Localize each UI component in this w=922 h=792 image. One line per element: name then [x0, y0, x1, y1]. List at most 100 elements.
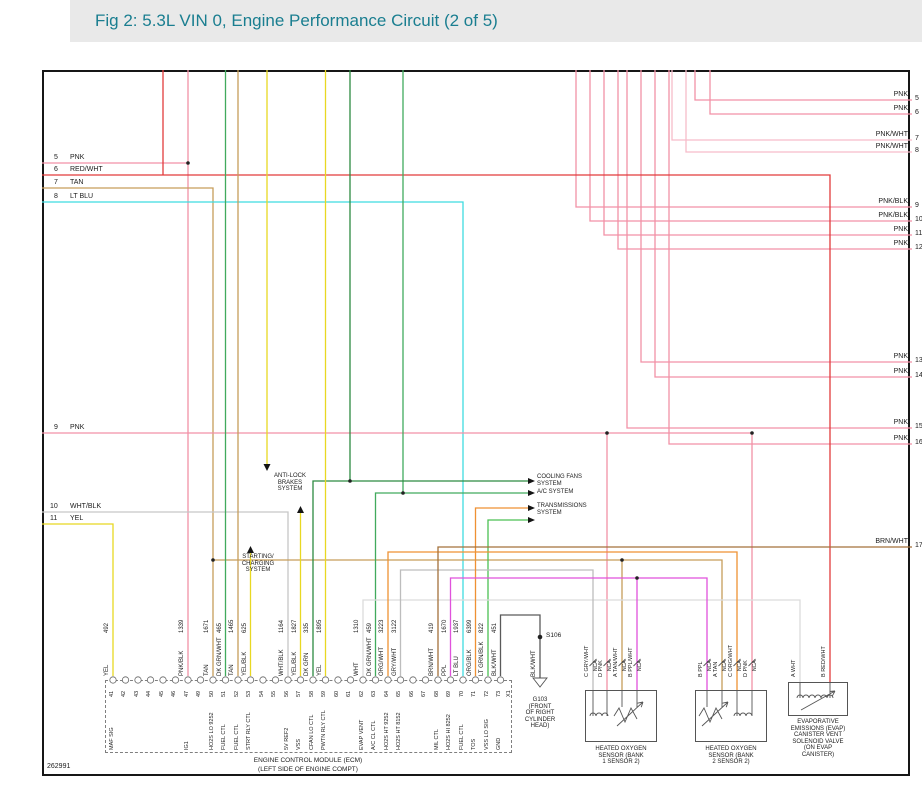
right-wire-label: PNK	[893, 353, 908, 360]
left-wire-label: LT BLU	[70, 193, 94, 200]
ecm-pin-wire-color: WHT	[354, 662, 360, 676]
right-wire-number: 16	[915, 439, 922, 446]
ecm-pin-number: 47	[183, 690, 190, 697]
ecm-pin-function: MIL CTL	[433, 729, 440, 750]
ecm-pin-number: 67	[421, 690, 428, 697]
system-cooling-fans: COOLING FANS SYSTEM	[537, 474, 583, 487]
ecm-pin-wire-number: 822	[479, 622, 485, 633]
right-wire-number: 10	[915, 216, 922, 223]
ho2s-bank2-title: HEATED OXYGEN SENSOR (BANK 2 SENSOR 2)	[705, 746, 757, 766]
ecm-pin-function: HO2S HT 9252	[383, 712, 390, 750]
right-wire-label: PNK/BLK	[878, 198, 908, 205]
title-bar: Fig 2: 5.3L VIN 0, Engine Performance Ci…	[70, 0, 922, 42]
ecm-pin-wire-color: DK GRN	[304, 652, 310, 676]
component-pin-label: B PPL/WHT	[628, 647, 634, 677]
evap-solenoid-box	[788, 682, 848, 716]
ecm-pin-number: 66	[408, 690, 415, 697]
nca-label: NCA	[637, 660, 643, 671]
right-wire-number: 17	[915, 542, 922, 549]
ecm-pin-function: CFAN LO CTL	[308, 714, 315, 750]
right-wire-label: PNK	[893, 435, 908, 442]
ecm-pin-function: VSS	[296, 738, 303, 750]
system-abs: ANTI-LOCK BRAKES SYSTEM	[273, 473, 306, 493]
component-pin-label: A TAN/WHT	[613, 647, 619, 677]
ecm-pin-number: 46	[171, 690, 178, 697]
right-wire-label: BRN/WHT	[875, 538, 908, 545]
right-wire-number: 5	[915, 95, 919, 102]
ecm-pin-function: STRT RLY CTL	[246, 712, 253, 750]
component-pin-label: A TAN	[713, 661, 719, 677]
ecm-connector-label: X1	[506, 690, 512, 697]
ecm-pin-function: FUEL CTL	[233, 724, 240, 750]
ecm-pin-number: 58	[308, 690, 315, 697]
ho2s-bank1-box	[585, 690, 657, 742]
left-wire-number: 5	[54, 154, 58, 161]
ecm-pin-wire-number: 1671	[204, 619, 210, 633]
ecm-pin-wire-number: 465	[216, 622, 223, 633]
ecm-title: ENGINE CONTROL MODULE (ECM)	[253, 757, 363, 764]
ecm-pin-number: 42	[121, 690, 128, 697]
left-wire-number: 11	[50, 515, 58, 522]
right-wire-label: PNK/BLK	[878, 212, 908, 219]
ecm-pin-number: 62	[358, 690, 365, 697]
ecm-pin-wire-number: 1827	[291, 619, 298, 633]
ecm-pin-wire-color: DK GRN/WHT	[216, 637, 223, 676]
ecm-pin-wire-color: LT GRN/BLK	[479, 641, 485, 676]
ecm-pin-number: 72	[483, 690, 490, 697]
ecm-pin-number: 59	[321, 690, 328, 697]
ecm-pin-wire-number: 3122	[391, 619, 398, 633]
component-pin-label: B RED/WHT	[821, 646, 827, 677]
ecm-pin-wire-number: 459	[366, 622, 373, 633]
ho2s-bank2-box	[695, 690, 767, 742]
ecm-pin-function: A/C CL CTL	[371, 720, 378, 750]
ecm-pin-wire-color: PPL	[441, 664, 448, 676]
ecm-pin-number: 70	[458, 690, 465, 697]
right-wire-number: 12	[915, 244, 922, 251]
component-pin-label: D PNK	[598, 660, 604, 677]
ecm-pin-function: HO2S HT 8152	[396, 712, 403, 750]
ecm-pin-function: HO2S LO 9252	[208, 712, 215, 750]
s106-label: S106	[546, 632, 562, 639]
ecm-pin-wire-color: WHT/BLK	[279, 649, 285, 676]
ecm-pin-function: FUEL CTL	[221, 724, 228, 750]
ecm-pin-function: GND	[496, 737, 503, 750]
ecm-pin-number: 55	[271, 690, 278, 697]
ecm-pin-function: EVAP VENT	[358, 719, 365, 750]
left-wire-number: 8	[54, 193, 58, 200]
right-wire-number: 15	[915, 423, 922, 430]
g103-label: G103 (FRONT OF RIGHT CYLINDER HEAD)	[524, 697, 556, 730]
evap-solenoid-title: EVAPORATIVE EMISSIONS (EVAP) CANISTER VE…	[790, 719, 846, 758]
ecm-pin-function: TOS	[471, 738, 478, 750]
ecm-pin-wire-color: ORG/BLK	[466, 649, 473, 676]
diagram-number: 262991	[47, 763, 71, 770]
ecm-pin-wire-number: 335	[304, 622, 310, 633]
right-wire-label: PNK	[893, 419, 908, 426]
left-wire-number: 6	[54, 166, 58, 173]
left-wire-number: 10	[50, 503, 58, 510]
left-wire-number: 9	[54, 424, 58, 431]
right-wire-label: PNK/WHT	[875, 131, 908, 138]
ecm-pin-number: 54	[258, 690, 265, 697]
right-wire-label: PNK	[893, 240, 908, 247]
gnd-wire-color: BLK/WHT	[531, 650, 537, 677]
ecm-pin-wire-color: YEL/BLK	[241, 651, 248, 676]
ecm-pin-wire-color: DK GRN/WHT	[366, 637, 373, 676]
component-pin-label: C ORG/WHT	[728, 644, 734, 677]
ecm-pin-wire-number: 451	[491, 622, 498, 633]
ecm-pin-function: HO2S HI 8252	[446, 714, 453, 750]
ecm-pin-number: 51	[221, 690, 228, 697]
ecm-pin-wire-color: YEL	[316, 664, 323, 676]
ecm-location: (LEFT SIDE OF ENGINE COMPT)	[258, 766, 358, 773]
ecm-pin-number: 63	[371, 690, 378, 697]
ecm-pin-wire-number: 492	[104, 622, 110, 633]
component-pin-label: A WHT	[791, 659, 797, 677]
component-pin-label: D PNK	[743, 660, 749, 677]
right-wire-label: PNK	[893, 91, 908, 98]
ecm-pin-wire-number: 1670	[441, 619, 448, 633]
right-wire-number: 14	[915, 372, 922, 379]
ecm-pin-wire-number: 1937	[454, 619, 460, 633]
right-wire-number: 7	[915, 135, 919, 142]
nca-label: NCA	[752, 660, 758, 671]
ecm-pin-wire-number: 1339	[179, 619, 185, 633]
ecm-pin-wire-number: 1895	[316, 619, 323, 633]
